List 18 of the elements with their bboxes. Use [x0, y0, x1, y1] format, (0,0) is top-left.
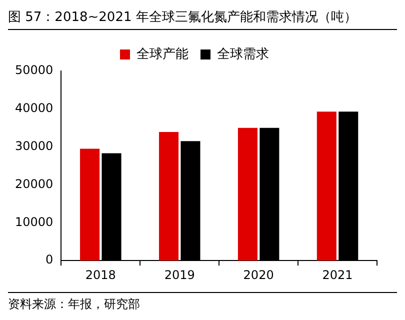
y-tick-label: 20000 [14, 176, 54, 191]
x-tick-label: 2018 [85, 268, 116, 282]
text: 资料来源：年报，研究部 [8, 292, 397, 313]
bar [238, 128, 258, 261]
y-tick-label: 50000 [14, 63, 54, 78]
x-tick-label: 2019 [164, 268, 195, 282]
y-tick-label: 40000 [14, 101, 54, 116]
legend-label: 全球需求 [217, 46, 269, 62]
bar [158, 132, 179, 261]
y-tick-label: 0 [46, 252, 54, 267]
bar [316, 112, 336, 261]
y-tick-label: 10000 [14, 214, 54, 229]
x-tick-label: 2020 [243, 268, 274, 282]
x-tick-label: 2021 [322, 268, 353, 282]
legend-label: 全球产能 [136, 46, 188, 62]
bar [80, 148, 100, 261]
y-tick-label: 30000 [14, 138, 54, 153]
chart-title: 图 57：2018~2021 年全球三氟化氮产能和需求情况（吨） [8, 8, 397, 30]
